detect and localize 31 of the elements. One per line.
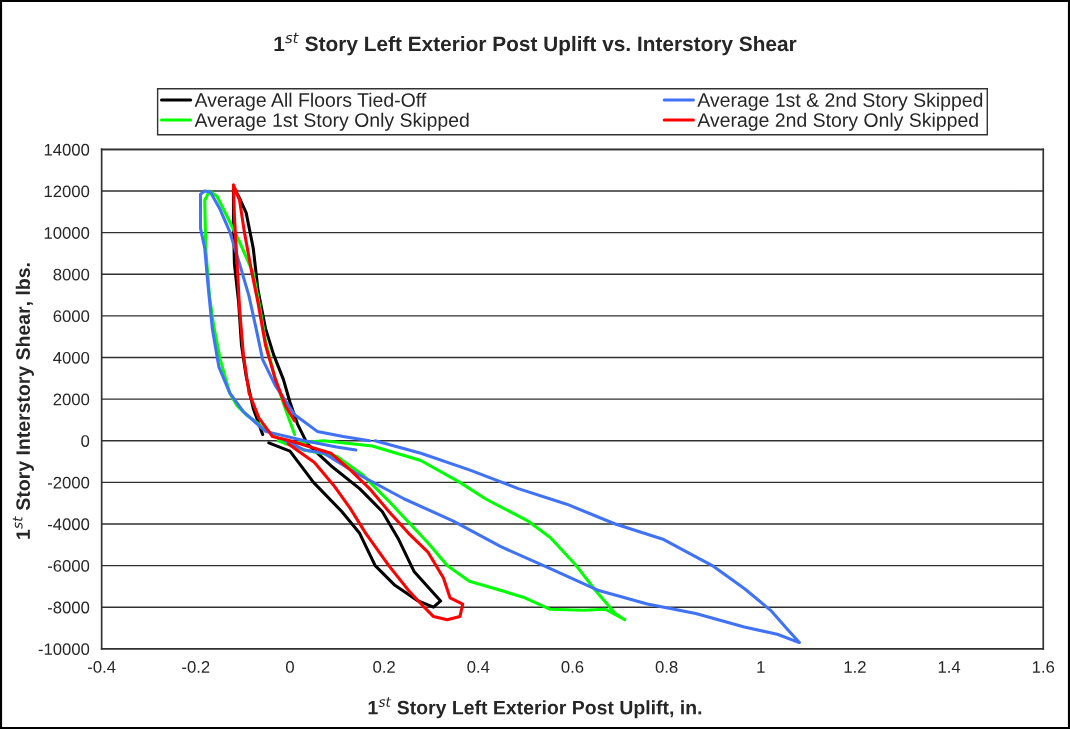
- x-tick-label: -0.2: [182, 661, 210, 673]
- y-tick-label: -8000: [47, 601, 90, 614]
- chart-title: 1$^{st}$ Story Left Exterior Post Uplift vs. Interstory Shear: [274, 32, 797, 56]
- y-tick-label: -2000: [47, 476, 90, 489]
- x-tick-label: 0: [285, 661, 294, 673]
- x-tick-label: 1.2: [844, 661, 866, 673]
- y-tick-label: 10000: [44, 227, 90, 239]
- y-tick-label: 6000: [53, 310, 90, 323]
- y-axis-title: 1$^{st}$ Story Interstory Shear, lbs.: [12, 263, 34, 539]
- y-tick-label: 2000: [53, 393, 90, 406]
- y-tick-label: -6000: [47, 559, 90, 572]
- y-tick-label: 0: [81, 435, 90, 447]
- x-tick-label: 1.6: [1032, 661, 1055, 673]
- y-tick-label: 8000: [53, 268, 90, 281]
- x-tick-label: 0.4: [467, 661, 490, 673]
- y-tick-label: 14000: [44, 143, 90, 156]
- legend-label: Average 1st Story Only Skipped: [194, 112, 469, 131]
- y-tick-label: 4000: [53, 351, 90, 364]
- x-tick-label: 1.4: [938, 661, 961, 673]
- legend-label: Average 2nd Story Only Skipped: [697, 112, 978, 131]
- legend-label: Average All Floors Tied-Off: [194, 92, 427, 111]
- x-tick-label: 0.8: [655, 661, 678, 673]
- y-tick-label: -10000: [38, 643, 90, 656]
- x-tick-label: 1: [757, 661, 765, 673]
- y-tick-label: 12000: [44, 185, 90, 198]
- legend-label: Average 1st & 2nd Story Skipped: [697, 92, 983, 111]
- x-axis-title: 1$^{st}$ Story Left Exterior Post Uplift, in.: [368, 697, 702, 719]
- x-tick-label: -0.4: [88, 661, 116, 673]
- y-tick-label: -4000: [47, 518, 90, 531]
- x-tick-label: 0.6: [561, 661, 584, 673]
- x-tick-label: 0.2: [373, 661, 395, 673]
